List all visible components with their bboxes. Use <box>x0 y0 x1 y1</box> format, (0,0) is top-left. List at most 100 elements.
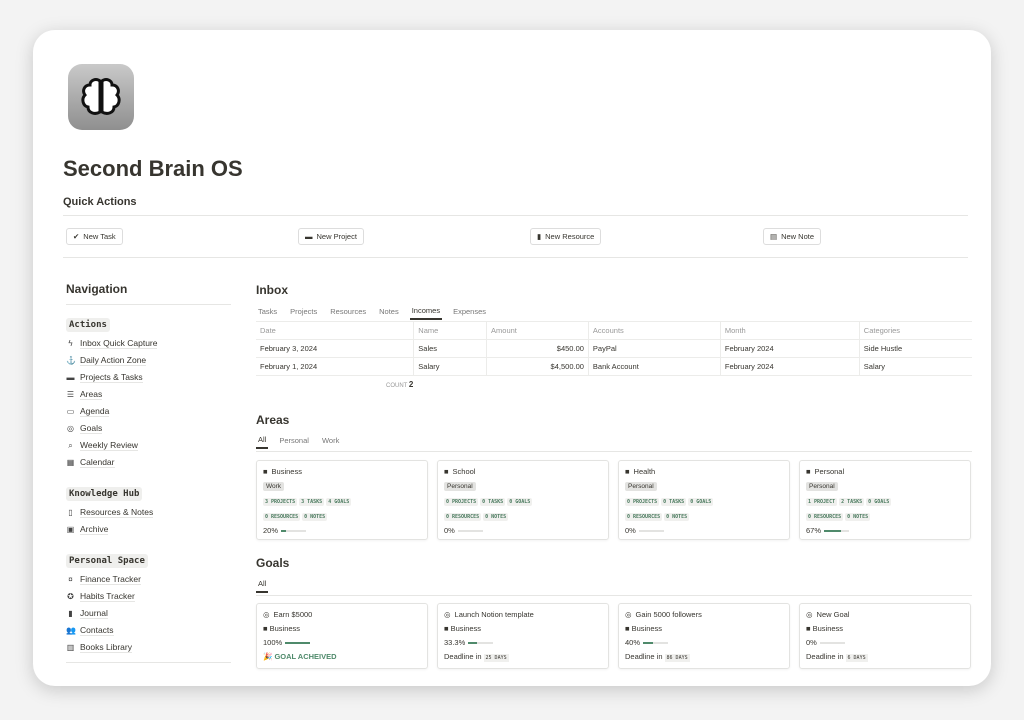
divider <box>66 304 231 305</box>
stat-badge: 0 RESOURCES <box>444 513 482 521</box>
search-icon: ⌕ <box>68 440 73 450</box>
brain-logo-icon <box>68 64 134 130</box>
progress-bar <box>285 642 311 645</box>
table-row[interactable]: February 1, 2024 Salary $4,500.00 Bank Acco… <box>256 357 972 376</box>
new-task-button[interactable]: ✔ New Task <box>66 228 123 245</box>
tab-resources[interactable]: Resources <box>330 307 367 316</box>
page-window: Second Brain OS Quick Actions ✔ New Task … <box>33 30 991 686</box>
sidebar-item[interactable]: ⌕ Weekly Review <box>66 437 231 454</box>
tab-work[interactable]: Work <box>321 436 340 445</box>
stat-badge: 0 RESOURCES <box>625 513 663 521</box>
sidebar-item[interactable]: ▦ Calendar <box>66 457 115 468</box>
table-cell: Salary <box>413 357 488 376</box>
target-icon: ◎ <box>806 610 813 619</box>
stat-badge: 0 RESOURCES <box>806 513 844 521</box>
table-cell: Side Hustle <box>859 339 972 358</box>
nav-group-heading: Personal Space <box>66 554 148 568</box>
column-header[interactable]: Amount <box>486 321 589 340</box>
deadline-badge: 6 DAYS <box>845 654 868 662</box>
divider <box>63 257 968 258</box>
progress-bar <box>643 642 669 645</box>
table-cell: Bank Account <box>588 357 721 376</box>
bookmark-icon: ▯ <box>68 508 73 517</box>
sidebar-item[interactable]: ▣ Archive <box>66 524 109 535</box>
sidebar-item[interactable]: 👥 Contacts <box>66 625 114 636</box>
column-header[interactable]: Accounts <box>588 321 721 340</box>
tab-projects[interactable]: Projects <box>290 307 318 316</box>
goals-tabs: All <box>256 576 269 593</box>
inbox-tabs: Tasks Projects Resources Notes Incomes Expens… <box>256 303 488 320</box>
table-row[interactable]: February 3, 2024 Sales $450.00 PayPal Februa… <box>256 339 972 358</box>
sidebar-item[interactable]: ▥ Books Library <box>66 642 132 653</box>
bolt-icon: ϟ <box>68 339 73 348</box>
sidebar-item[interactable]: ☰ Areas <box>66 389 103 400</box>
target-icon: ◎ <box>263 610 270 619</box>
stat-badge: 0 NOTES <box>845 513 871 521</box>
stat-badge: 1 PROJECT <box>806 498 838 506</box>
stat-badge: 0 GOALS <box>507 498 533 506</box>
sidebar-item[interactable]: ✪ Habits Tracker <box>67 591 135 602</box>
stat-badge: 0 GOALS <box>688 498 714 506</box>
tab-incomes[interactable]: Incomes <box>409 303 443 320</box>
quick-actions-heading: Quick Actions <box>63 196 137 208</box>
goal-card[interactable]: ◎ Gain 5000 followers ■ Business 40% Dead… <box>618 603 790 669</box>
table-cell: February 2024 <box>720 357 860 376</box>
progress-bar <box>824 530 850 533</box>
sidebar-item[interactable]: ϟ Inbox Quick Capture <box>66 335 231 352</box>
column-header[interactable]: Date <box>256 321 415 340</box>
area-tag: Personal <box>444 482 476 491</box>
stat-badge: 0 RESOURCES <box>263 513 301 521</box>
goal-card[interactable]: ◎ New Goal ■ Business 0% Deadline in 6 DAY… <box>799 603 971 669</box>
briefcase-icon: ■ <box>263 624 268 633</box>
sidebar-item[interactable]: ▬ Projects & Tasks <box>66 372 143 383</box>
note-icon: ▤ <box>770 232 778 241</box>
deadline-badge: 86 DAYS <box>664 654 690 662</box>
progress-label: 67% <box>806 526 822 535</box>
sidebar-item[interactable]: ¤ Finance Tracker <box>66 571 231 588</box>
sidebar-item[interactable]: ▯ Resources & Notes <box>66 504 231 521</box>
area-icon: ■ <box>806 467 811 476</box>
progress-label: 0% <box>444 526 455 535</box>
briefcase-icon: ■ <box>806 624 811 633</box>
sidebar-item[interactable]: ▮ Journal <box>66 605 231 622</box>
progress-bar <box>457 530 483 533</box>
area-card[interactable]: ■ School Personal 0 PROJECTS 0 TASKS 0 GOAL… <box>437 460 609 540</box>
inbox-heading: Inbox <box>256 283 288 297</box>
tab-personal[interactable]: Personal <box>279 436 309 445</box>
area-card[interactable]: ■ Business Work 3 PROJECTS 3 TASKS 4 GOALS … <box>256 460 428 540</box>
progress-bar <box>638 530 664 533</box>
goal-card[interactable]: ◎ Earn $5000 ■ Business 100% 🎉 GOAL ACHEI… <box>256 603 428 669</box>
sidebar-item[interactable]: ▭ Agenda <box>66 406 110 417</box>
progress-label: 100% <box>263 638 283 647</box>
column-header[interactable]: Month <box>720 321 860 340</box>
stack-icon: ☰ <box>66 390 75 399</box>
areas-heading: Areas <box>256 413 290 427</box>
divider <box>256 451 972 452</box>
navigation-heading: Navigation <box>66 282 128 296</box>
column-header[interactable]: Categories <box>859 321 972 340</box>
table-cell: $450.00 <box>486 339 589 358</box>
stat-badge: 3 TASKS <box>299 498 325 506</box>
new-note-button[interactable]: ▤ New Note <box>763 228 822 245</box>
sidebar-item[interactable]: ◎ Goals <box>67 423 103 434</box>
new-resource-button[interactable]: ▮ New Resource <box>530 228 602 245</box>
tab-tasks[interactable]: Tasks <box>258 307 278 316</box>
new-project-button[interactable]: ▬ New Project <box>298 228 364 245</box>
sidebar-item[interactable]: ⚓ Daily Action Zone <box>66 355 147 366</box>
stat-badge: 3 PROJECTS <box>263 498 298 506</box>
stat-badge: 0 GOALS <box>866 498 892 506</box>
page-title: Second Brain OS <box>63 156 243 181</box>
column-header[interactable]: Name <box>413 321 488 340</box>
deadline-badge: 25 DAYS <box>483 654 509 662</box>
area-card[interactable]: ■ Personal Personal 1 PROJECT 2 TASKS 0 GOA… <box>799 460 971 540</box>
count-summary: COUNT 2 <box>386 380 414 389</box>
area-card[interactable]: ■ Health Personal 0 PROJECTS 0 TASKS 0 GOAL… <box>618 460 790 540</box>
goal-card[interactable]: ◎ Launch Notion template ■ Business 33.3%… <box>437 603 609 669</box>
tab-all[interactable]: All <box>256 432 269 449</box>
area-icon: ■ <box>444 467 449 476</box>
anchor-icon: ⚓ <box>66 356 76 365</box>
folder-icon: ▬ <box>305 232 313 241</box>
tab-expenses[interactable]: Expenses <box>453 307 487 316</box>
tab-all[interactable]: All <box>256 576 269 593</box>
tab-notes[interactable]: Notes <box>379 307 399 316</box>
